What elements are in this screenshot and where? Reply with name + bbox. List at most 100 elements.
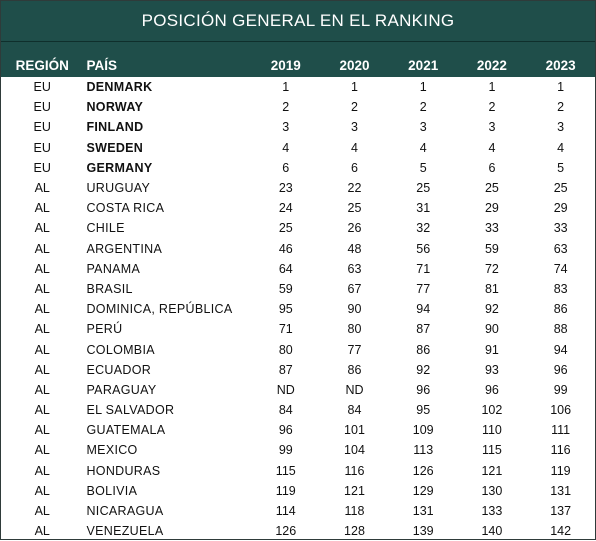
- cell-rank-2021: 86: [416, 342, 431, 357]
- cell-rank-2019: 46: [278, 241, 293, 256]
- cell-country: ECUADOR: [86, 362, 152, 377]
- cell-country: SWEDEN: [86, 140, 144, 155]
- cell-rank-2023: 111: [551, 423, 571, 438]
- cell-rank-2019: 114: [275, 504, 296, 519]
- cell-rank-2022: 33: [484, 221, 499, 236]
- cell-rank-2021: 2: [419, 100, 427, 115]
- table-row: AL PARAGUAY ND ND 96 96 99: [1, 380, 595, 400]
- table-row: AL PANAMA 64 63 71 72 74: [1, 259, 595, 279]
- cell-rank-2019: 87: [278, 362, 293, 377]
- cell-region: AL: [34, 504, 50, 519]
- cell-rank-2020: 2: [351, 100, 358, 115]
- cell-rank-2020: ND: [345, 382, 364, 397]
- table-row: EU FINLAND 3 3 3 3 3: [1, 117, 595, 137]
- cell-rank-2021: 56: [416, 241, 431, 256]
- cell-region: AL: [34, 302, 50, 317]
- cell-rank-2022: 110: [481, 423, 502, 438]
- cell-rank-2023: 106: [550, 403, 572, 418]
- cell-rank-2019: 115: [275, 463, 296, 478]
- cell-rank-2020: 80: [347, 322, 362, 337]
- cell-rank-2019: 25: [278, 221, 293, 236]
- cell-country: COLOMBIA: [86, 342, 155, 357]
- cell-rank-2023: 1: [557, 80, 565, 95]
- cell-region: AL: [34, 322, 50, 337]
- cell-region: EU: [33, 80, 51, 95]
- cell-rank-2019: 84: [278, 403, 293, 418]
- table-row: AL BOLIVIA 119 121 129 130 131: [1, 481, 595, 501]
- cell-rank-2023: 3: [557, 120, 565, 135]
- cell-rank-2020: 118: [344, 504, 365, 519]
- cell-country: GERMANY: [86, 160, 153, 175]
- table-body: EU DENMARK 1 1 1 1 1 EU NORWAY 2 2 2 2 2 EU FINLAND 3 3 3 3…: [1, 77, 595, 541]
- cell-rank-2019: ND: [276, 382, 295, 397]
- cell-rank-2023: 29: [553, 201, 568, 216]
- cell-rank-2021: 31: [416, 201, 431, 216]
- cell-rank-2020: 26: [347, 221, 362, 236]
- cell-rank-2020: 6: [351, 160, 358, 175]
- cell-rank-2022: 72: [484, 261, 499, 276]
- cell-rank-2019: 4: [282, 140, 290, 155]
- cell-rank-2019: 23: [278, 181, 293, 196]
- cell-region: AL: [34, 342, 50, 357]
- cell-rank-2020: 1: [351, 80, 358, 95]
- cell-rank-2021: 32: [416, 221, 431, 236]
- table-row: AL URUGUAY 23 22 25 25 25: [1, 178, 595, 198]
- cell-rank-2023: 33: [553, 221, 568, 236]
- cell-rank-2022: 102: [481, 403, 503, 418]
- cell-rank-2021: 92: [416, 362, 431, 377]
- cell-rank-2021: 113: [413, 443, 434, 458]
- cell-rank-2020: 90: [347, 302, 362, 317]
- cell-rank-2019: 6: [282, 160, 290, 175]
- cell-country: URUGUAY: [86, 181, 151, 196]
- cell-rank-2022: 130: [481, 483, 503, 498]
- cell-rank-2022: 96: [484, 382, 499, 397]
- cell-region: EU: [33, 160, 51, 175]
- cell-rank-2019: 59: [278, 281, 293, 296]
- cell-rank-2022: 29: [484, 201, 499, 216]
- header-year-2022: 2022: [476, 58, 507, 73]
- cell-rank-2022: 90: [484, 322, 499, 337]
- cell-rank-2023: 2: [557, 100, 565, 115]
- header-year-2020: 2020: [339, 58, 370, 73]
- cell-rank-2022: 6: [488, 160, 496, 175]
- cell-rank-2022: 93: [484, 362, 499, 377]
- cell-country: EL SALVADOR: [86, 403, 175, 418]
- table-row: EU GERMANY 6 6 5 6 5: [1, 158, 595, 178]
- cell-rank-2022: 59: [484, 241, 499, 256]
- header-year-2023: 2023: [545, 58, 576, 73]
- cell-rank-2020: 67: [347, 281, 362, 296]
- cell-rank-2020: 128: [344, 524, 365, 539]
- table-row: EU DENMARK 1 1 1 1 1: [1, 77, 595, 97]
- cell-rank-2019: 96: [278, 423, 293, 438]
- cell-region: EU: [33, 120, 51, 135]
- cell-region: AL: [34, 483, 50, 498]
- table-row: EU NORWAY 2 2 2 2 2: [1, 97, 595, 117]
- cell-rank-2023: 96: [553, 362, 568, 377]
- cell-rank-2023: 99: [553, 382, 568, 397]
- cell-rank-2021: 1: [419, 80, 427, 95]
- cell-rank-2023: 63: [553, 241, 568, 256]
- cell-region: EU: [33, 100, 51, 115]
- cell-region: AL: [34, 524, 50, 539]
- cell-region: AL: [34, 403, 50, 418]
- cell-rank-2023: 74: [553, 261, 568, 276]
- cell-region: AL: [34, 443, 50, 458]
- cell-rank-2020: 4: [351, 140, 358, 155]
- cell-rank-2023: 142: [550, 524, 572, 539]
- cell-rank-2022: 92: [484, 302, 499, 317]
- cell-rank-2021: 126: [412, 463, 434, 478]
- table-row: AL COSTA RICA 24 25 31 29 29: [1, 198, 595, 218]
- header-year-2021: 2021: [408, 58, 439, 73]
- header-country: PAÍS: [86, 58, 117, 73]
- cell-rank-2022: 1: [488, 80, 496, 95]
- cell-rank-2020: 86: [347, 362, 362, 377]
- cell-rank-2020: 48: [347, 241, 362, 256]
- cell-country: PERÚ: [86, 322, 123, 337]
- cell-rank-2023: 131: [550, 483, 572, 498]
- cell-rank-2023: 116: [550, 443, 571, 458]
- table-row: AL BRASIL 59 67 77 81 83: [1, 279, 595, 299]
- cell-country: NICARAGUA: [86, 504, 164, 519]
- header-year-2019: 2019: [270, 58, 301, 73]
- cell-region: AL: [34, 423, 50, 438]
